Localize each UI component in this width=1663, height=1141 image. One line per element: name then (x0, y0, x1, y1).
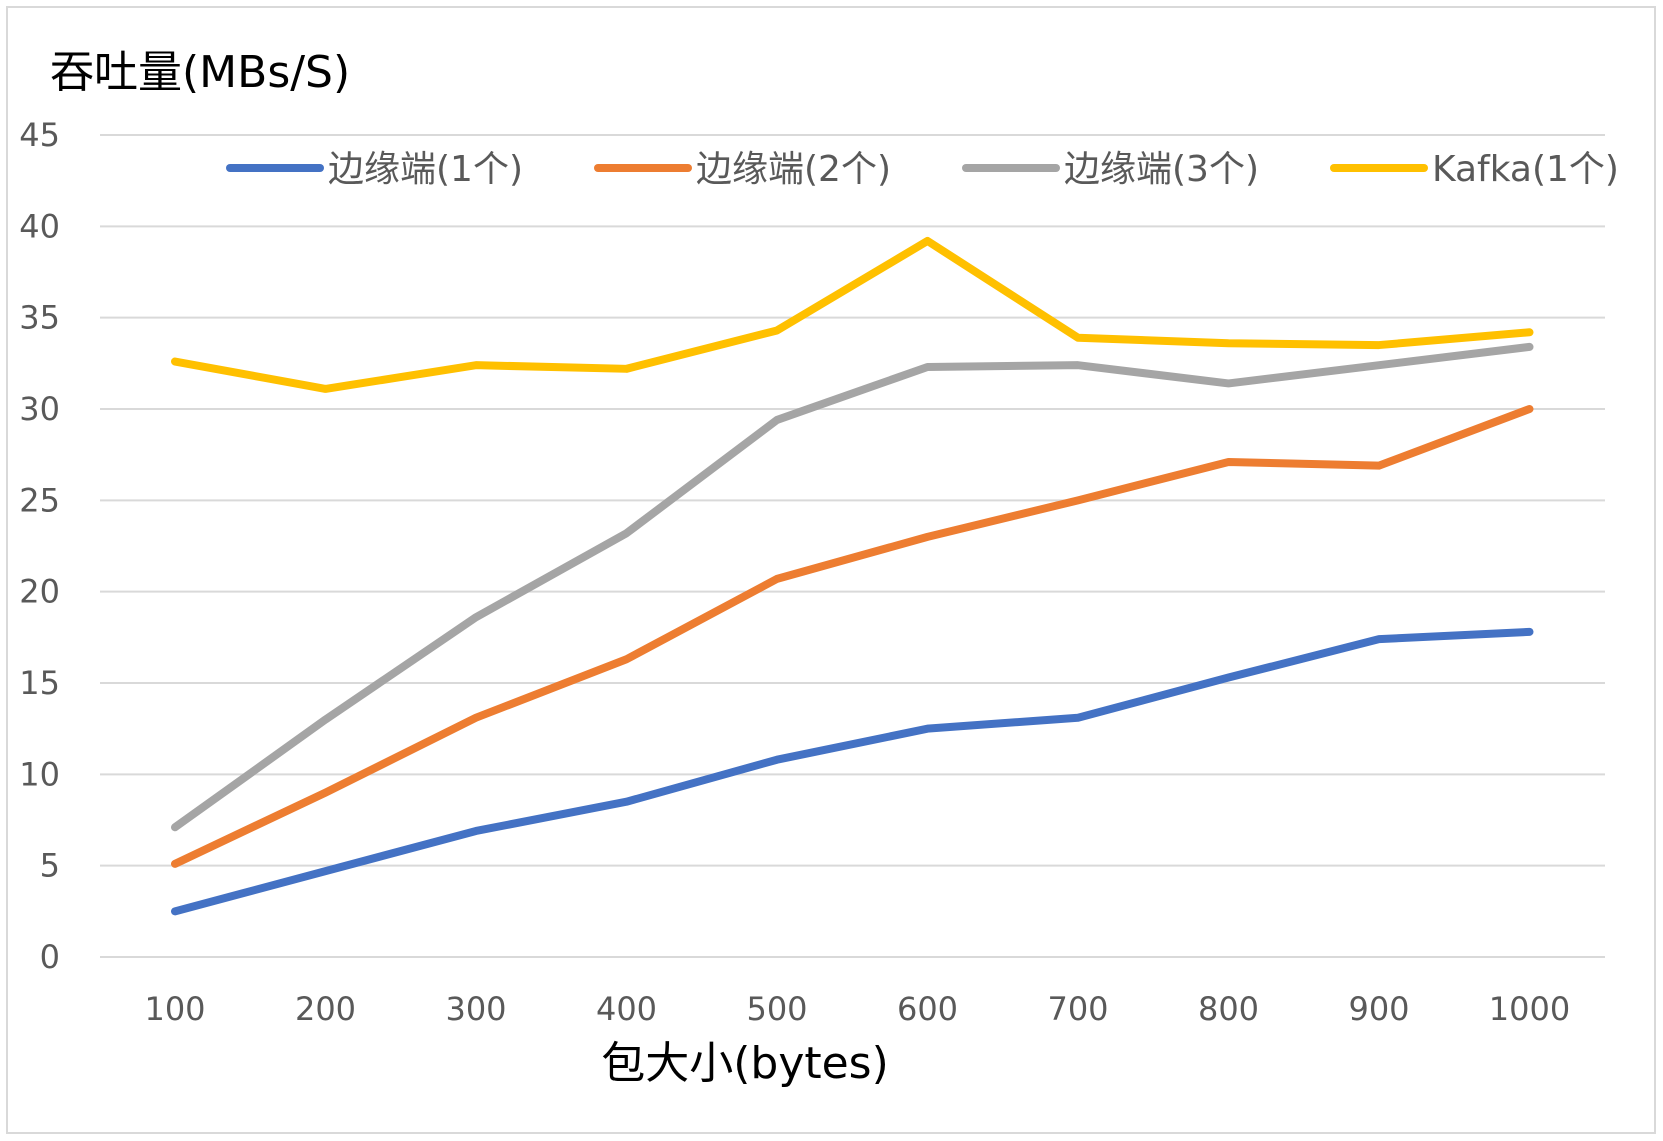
gridlines (100, 134, 1605, 958)
x-tick-label: 1000 (1489, 990, 1570, 1028)
x-tick-label: 400 (596, 990, 657, 1028)
x-tick-label: 300 (445, 990, 506, 1028)
legend-label: Kafka(1个) (1432, 149, 1619, 190)
y-axis-title: 吞吐量(MBs/S) (50, 47, 350, 98)
y-tick-label: 20 (19, 573, 60, 611)
series-line-4 (171, 236, 1534, 393)
x-tick-label: 100 (144, 990, 205, 1028)
legend-label: 边缘端(1个) (328, 149, 523, 190)
legend: 边缘端(1个) 边缘端(2个) 边缘端(3个) Kafka(1个) (226, 149, 1619, 190)
x-tick-label: 700 (1047, 990, 1108, 1028)
y-tick-label: 25 (19, 481, 60, 519)
legend-label: 边缘端(2个) (696, 149, 891, 190)
series-line-3 (171, 342, 1534, 832)
x-tick-label: 600 (897, 990, 958, 1028)
y-axis-ticks: 0 5 10 15 20 25 30 35 40 45 (19, 116, 60, 976)
y-tick-label: 0 (40, 938, 60, 976)
y-tick-label: 30 (19, 390, 60, 428)
y-tick-label: 40 (19, 207, 60, 245)
x-tick-label: 900 (1348, 990, 1409, 1028)
chart-frame (6, 6, 1656, 1134)
x-tick-label: 200 (295, 990, 356, 1028)
y-tick-label: 15 (19, 664, 60, 702)
y-tick-label: 45 (19, 116, 60, 154)
x-axis-title: 包大小(bytes) (601, 1038, 889, 1089)
y-tick-label: 10 (19, 755, 60, 793)
y-tick-label: 5 (40, 847, 60, 885)
x-tick-label: 500 (746, 990, 807, 1028)
series-line-2 (171, 405, 1534, 868)
x-tick-label: 800 (1198, 990, 1259, 1028)
y-tick-label: 35 (19, 299, 60, 337)
x-axis-ticks: 100 200 300 400 500 600 700 800 900 1000 (144, 990, 1570, 1028)
legend-label: 边缘端(3个) (1064, 149, 1259, 190)
series-lines (171, 236, 1534, 916)
series-line-1 (171, 627, 1534, 916)
